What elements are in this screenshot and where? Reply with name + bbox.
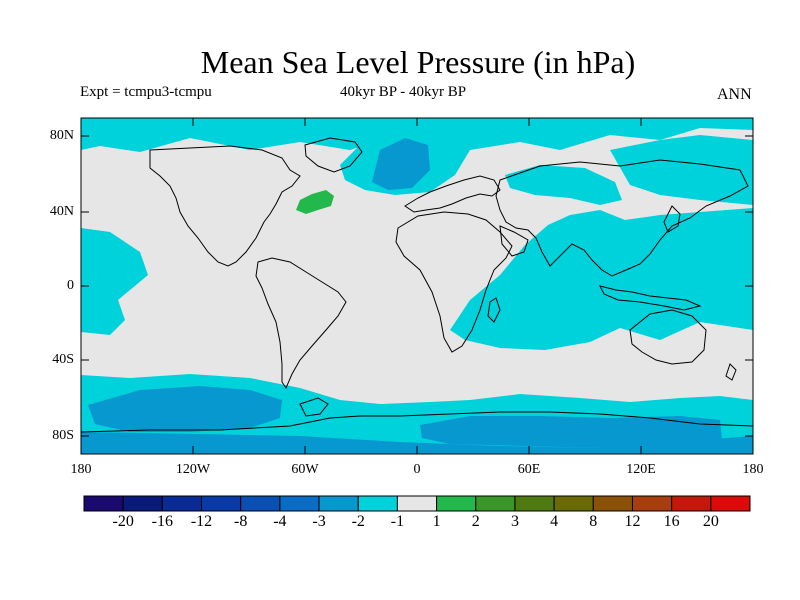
colorbar-label: -20 <box>112 513 134 530</box>
southern-indian-moderate-negative <box>420 416 722 448</box>
colorbar-swatch <box>357 495 398 512</box>
colorbar-label: -8 <box>234 513 248 530</box>
colorbar-swatch <box>514 495 555 512</box>
colorbar-swatch <box>279 495 320 512</box>
lat-label-40s: 40S <box>52 352 74 367</box>
australia-coastline <box>629 309 707 365</box>
coastlines <box>80 137 754 433</box>
new-zealand-coastline <box>725 363 737 381</box>
lat-label-80s: 80S <box>52 428 74 443</box>
season-label: ANN <box>717 86 752 103</box>
colorbar-label: 3 <box>510 513 519 530</box>
north-america-coastline <box>149 145 301 267</box>
japan-coastline <box>663 205 681 233</box>
colorbar-swatch <box>122 495 163 512</box>
lon-label-60e: 60E <box>517 462 541 477</box>
asia-coastline <box>495 159 749 277</box>
madagascar-coastline <box>487 297 501 323</box>
colorbar-swatch <box>83 495 124 512</box>
arabia-coastline <box>499 225 529 257</box>
south-america-coastline <box>255 257 347 390</box>
lon-label-60w: 60W <box>291 462 319 477</box>
colorbar-swatch <box>475 495 516 512</box>
northwest-pacific-negative-region <box>610 135 753 205</box>
greenland-coastline <box>304 137 363 173</box>
indonesia-coastline <box>599 285 702 311</box>
colorbar-swatch <box>240 495 281 512</box>
colorbar-label: -12 <box>190 513 213 530</box>
lon-label-180e: 180 <box>742 462 764 477</box>
lon-label-120e: 120E <box>626 462 656 477</box>
east-pacific-negative-region <box>81 228 148 335</box>
map-title: Mean Sea Level Pressure (in hPa) <box>200 44 636 80</box>
north-atlantic-moderate-negative <box>372 138 430 190</box>
colorbar-swatch <box>710 495 751 512</box>
colorbar-label: -16 <box>151 513 173 530</box>
colorbar-label: -3 <box>312 513 326 530</box>
antarctica-coastline <box>80 411 754 433</box>
antarctic-moderate-negative <box>81 432 753 454</box>
africa-coastline <box>395 211 513 353</box>
colorbar-label: -2 <box>351 513 365 530</box>
lon-tick-marks <box>192 118 642 454</box>
lon-label-120w: 120W <box>175 462 211 477</box>
colorbar-label: 12 <box>624 513 641 530</box>
north-asia-negative-region <box>505 165 622 205</box>
experiment-label: Expt = tcmpu3-tcmpu <box>80 84 212 100</box>
colorbar-label: -4 <box>273 513 287 530</box>
lon-label-0: 0 <box>413 462 421 477</box>
colorbar-swatch <box>436 495 477 512</box>
colorbar-label: 2 <box>471 513 480 530</box>
lon-label-180w: 180 <box>70 462 92 477</box>
colorbar-swatch <box>161 495 203 512</box>
period-label: 40kyr BP - 40kyr BP <box>340 84 467 100</box>
colorbar-label: 1 <box>432 513 441 530</box>
lat-label-eq: 0 <box>67 278 74 293</box>
colorbar-label: 8 <box>589 513 598 530</box>
northwest-atlantic-positive-region <box>296 190 334 214</box>
colorbar-swatch <box>396 495 438 512</box>
colorbar-label: 20 <box>702 513 719 530</box>
colorbar-swatch <box>318 495 359 512</box>
indian-ocean-negative-region <box>450 208 753 350</box>
pressure-anomaly-fields <box>81 118 753 454</box>
antarctic-peninsula-coastline <box>299 397 329 417</box>
lat-label-80n: 80N <box>49 128 74 143</box>
colorbar-swatch <box>671 495 712 512</box>
colorbar-swatch <box>592 495 633 512</box>
europe-coastline <box>404 175 501 213</box>
lat-tick-marks <box>81 135 753 437</box>
lat-label-40n: 40N <box>49 204 74 219</box>
colorbar-swatch <box>553 495 594 512</box>
colorbar-swatch <box>201 495 242 512</box>
southern-pacific-moderate-negative <box>88 386 282 432</box>
colorbar-label: -1 <box>390 513 405 530</box>
colorbar <box>83 495 751 512</box>
colorbar-swatch <box>631 495 673 512</box>
colorbar-label: 4 <box>550 513 559 530</box>
colorbar-label: 16 <box>663 513 680 530</box>
